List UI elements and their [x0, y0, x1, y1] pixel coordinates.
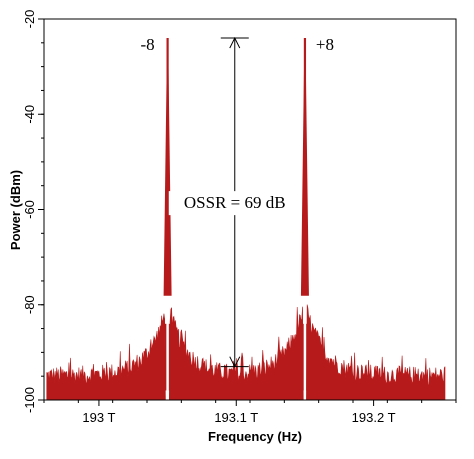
y-tick-label: -80 [22, 295, 37, 314]
y-tick-label: -60 [22, 200, 37, 219]
x-axis-title: Frequency (Hz) [208, 429, 302, 444]
y-axis-title: Power (dBm) [8, 170, 23, 250]
x-tick-label: 193.2 T [352, 410, 396, 425]
y-tick-label: -100 [22, 387, 37, 413]
ossr-label: OSSR = 69 dB [184, 193, 286, 212]
ossr-arrowhead-up [229, 36, 241, 49]
y-tick-label: -20 [22, 10, 37, 29]
peak-label-minus8: -8 [141, 35, 155, 54]
x-tick-label: 193 T [82, 410, 115, 425]
peak-label-plus8: +8 [316, 35, 334, 54]
noise-spectrum-trace [46, 304, 446, 401]
ossr-label-background [168, 191, 301, 216]
x-tick-label: 193.1 T [214, 410, 258, 425]
ossr-arrowhead-down [229, 356, 241, 368]
y-tick-label: -40 [22, 105, 37, 124]
